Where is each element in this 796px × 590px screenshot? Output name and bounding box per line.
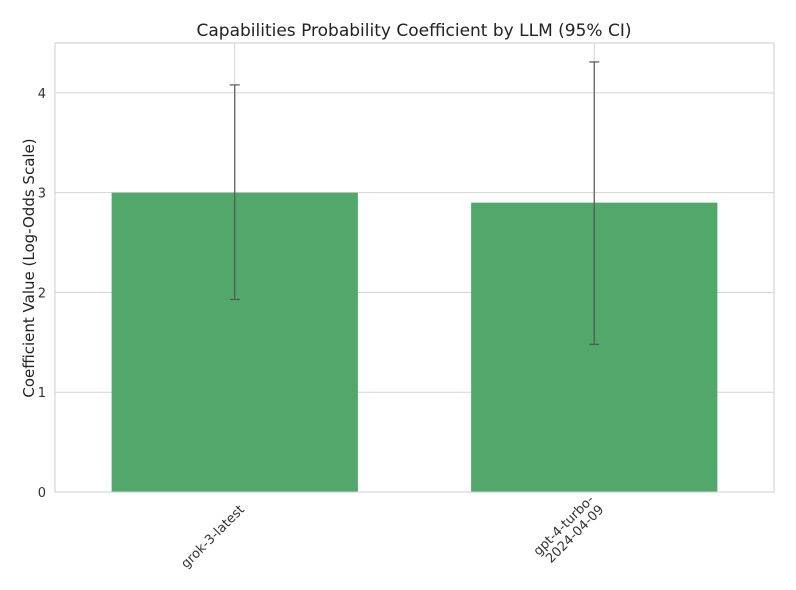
y-tick-label: 3 [38, 187, 46, 202]
x-tick-label: gpt-4-turbo-2024-04-09 [531, 492, 608, 569]
y-tick-label: 4 [38, 87, 46, 102]
y-tick-label: 2 [38, 286, 46, 301]
error-bars [229, 61, 600, 345]
y-tick-labels: 0 1 2 3 4 [38, 87, 46, 501]
y-axis-label: Coefficient Value (Log-Odds Scale) [20, 138, 38, 397]
plot-frame [54, 42, 775, 493]
x-tick-labels: grok-3-latest gpt-4-turbo-2024-04-09 [179, 492, 608, 571]
x-tick-label-line: grok-3-latest [179, 502, 248, 571]
chart-title: Capabilities Probability Coefficient by … [197, 21, 632, 41]
y-tick-label: 1 [38, 386, 46, 401]
x-tick-label: grok-3-latest [179, 502, 248, 571]
bars [111, 192, 718, 492]
y-tick-label: 0 [38, 486, 46, 501]
